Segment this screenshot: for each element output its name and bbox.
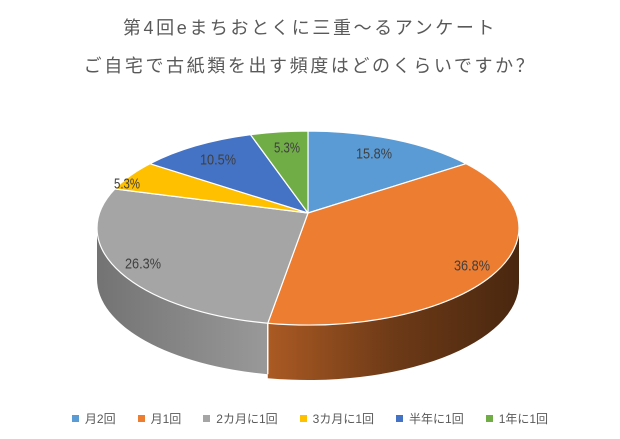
legend-label-3: 3カ月に1回 [312, 412, 375, 426]
legend-label-1: 月1回 [150, 412, 182, 426]
data-label-2: 26.3% [125, 256, 161, 273]
legend-item-1: 月1回 [137, 410, 182, 427]
legend-swatch-5 [485, 415, 493, 422]
chart-question-subtitle: ご自宅で古紙類を出す頻度はどのくらいですか？ [83, 56, 537, 76]
legend-swatch-2 [203, 415, 211, 422]
data-label-3: 5.3% [114, 176, 140, 193]
legend-label-2: 2カ月に1回 [216, 412, 278, 426]
data-label-4: 10.5% [200, 152, 236, 169]
legend-item-5: 1年に1回 [485, 410, 549, 427]
legend-item-4: 半年に1回 [396, 410, 464, 427]
pie-slice-5 [249, 130, 309, 214]
pie-slice-4 [149, 134, 309, 214]
pie-slice-side-1 [267, 228, 519, 380]
chart-legend: 月2回 月1回 2カ月に1回 3カ月に1回 半年に1回 1年に1回 [0, 410, 620, 427]
legend-item-0: 月2回 [71, 410, 116, 427]
chart-title: 第4回eまちおとくに三重～るアンケート [122, 18, 498, 38]
legend-item-2: 2カ月に1回 [203, 410, 278, 427]
legend-label-4: 半年に1回 [409, 412, 464, 426]
legend-swatch-0 [71, 415, 79, 422]
legend-label-0: 月2回 [84, 412, 116, 426]
pie-slice-side-2 [97, 228, 268, 375]
legend-swatch-1 [137, 415, 145, 422]
data-label-1: 36.8% [454, 258, 490, 275]
legend-label-5: 1年に1回 [498, 412, 549, 426]
legend-swatch-4 [396, 415, 404, 422]
legend-item-3: 3カ月に1回 [299, 410, 375, 427]
pie-slice-2 [96, 188, 309, 324]
legend-swatch-3 [299, 415, 307, 422]
data-label-5: 5.3% [274, 140, 300, 157]
pie-slice-0 [307, 130, 467, 214]
data-label-0: 15.8% [356, 146, 392, 163]
pie-slice-1 [267, 163, 520, 326]
